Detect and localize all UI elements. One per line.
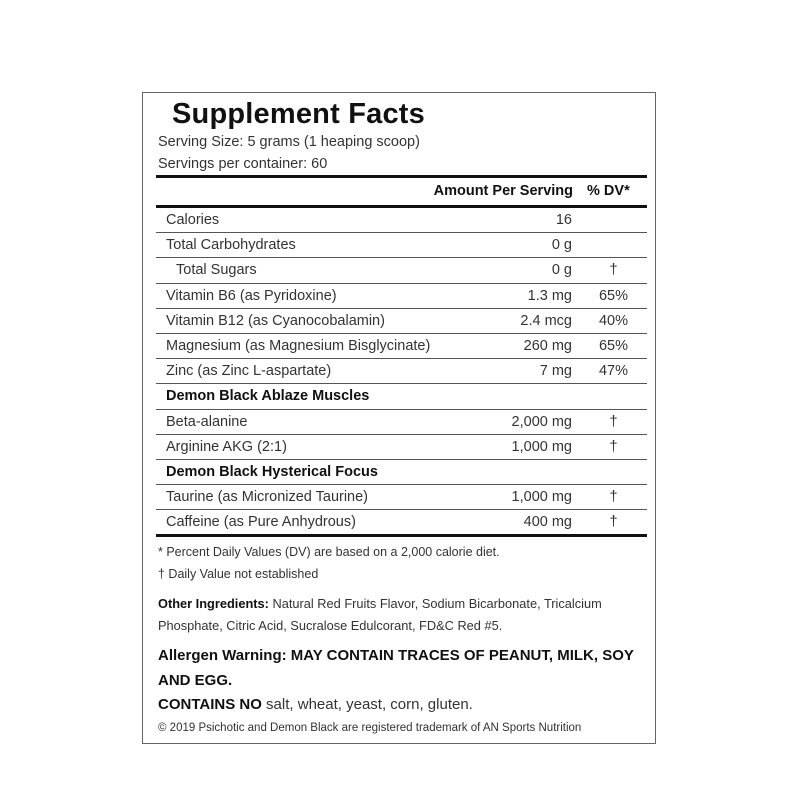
section-header-row: Demon Black Ablaze Muscles (156, 383, 647, 408)
row-dv: 65% (598, 337, 629, 354)
row-name: Total Carbohydrates (166, 237, 296, 254)
row-amount: 1,000 mg (511, 489, 572, 506)
allergen-label: Allergen Warning: (158, 647, 287, 665)
row-name: Arginine AKG (2:1) (166, 438, 287, 455)
facts-table: Calories 16 Total Carbohydrates 0 g Total Su… (156, 205, 647, 538)
row-dv (572, 233, 647, 257)
serving-size: Serving Size: 5 grams (1 heaping scoop) (158, 134, 420, 150)
table-row: Total Carbohydrates 0 g (156, 232, 647, 257)
table-row: Calories 16 (156, 205, 647, 232)
row-amount: 1,000 mg (511, 438, 572, 455)
other-ingredients-text: Natural Red Fruits Flavor, Sodium Bicarb… (158, 596, 602, 634)
contains-no-label: CONTAINS NO (158, 696, 262, 714)
row-name: Demon Black Ablaze Muscles (166, 388, 370, 405)
row-amount: 7 mg (539, 363, 572, 380)
copyright: © 2019 Psichotic and Demon Black are reg… (158, 722, 582, 735)
table-header: Amount Per Serving % DV* (156, 178, 647, 205)
divider (156, 175, 647, 178)
dv-footnote: * Percent Daily Values (DV) are based on… (158, 545, 500, 560)
row-amount: 2,000 mg (511, 413, 572, 430)
table-row: Beta-alanine 2,000 mg † (156, 408, 647, 434)
row-name: Taurine (as Micronized Taurine) (166, 489, 369, 506)
row-amount: 16 (555, 212, 572, 228)
row-dv (572, 384, 647, 408)
row-name: Magnesium (as Magnesium Bisglycinate) (166, 337, 431, 354)
amount-header: Amount Per Serving (433, 183, 573, 199)
table-row: Vitamin B6 (as Pyridoxine) 1.3 mg 65% (156, 282, 647, 308)
row-amount: 400 mg (523, 514, 572, 531)
row-name: Vitamin B6 (as Pyridoxine) (166, 287, 337, 304)
row-name: Calories (166, 212, 220, 228)
row-amount: 260 mg (523, 337, 572, 354)
row-name: Beta-alanine (166, 413, 248, 430)
table-row: Zinc (as Zinc L-aspartate) 7 mg 47% (156, 358, 647, 383)
section-header-row: Demon Black Hysterical Focus (156, 458, 647, 484)
row-amount: 0 g (551, 262, 572, 279)
row-name: Caffeine (as Pure Anhydrous) (166, 514, 356, 531)
row-dv (572, 208, 647, 232)
other-ingredients-label: Other Ingredients: (158, 596, 269, 612)
row-name: Zinc (as Zinc L-aspartate) (166, 363, 332, 380)
row-dv: † (609, 489, 618, 506)
row-amount (452, 460, 572, 484)
contains-no-text: salt, wheat, yeast, corn, gluten. (261, 696, 473, 714)
table-row: Arginine AKG (2:1) 1,000 mg † (156, 433, 647, 459)
other-ingredients: Other Ingredients: Natural Red Fruits Fl… (158, 593, 647, 637)
row-dv: † (609, 262, 618, 279)
servings-per-container: Servings per container: 60 (158, 156, 328, 172)
row-dv: † (609, 413, 618, 430)
row-name: Vitamin B12 (as Cyanocobalamin) (166, 312, 385, 329)
row-dv (572, 460, 647, 484)
dv-header: % DV* (587, 183, 630, 199)
row-dv: † (609, 514, 618, 531)
allergen-text: MAY CONTAIN TRACES OF PEANUT, MILK, SOY … (158, 647, 634, 690)
row-dv: 40% (598, 312, 629, 329)
row-amount: 0 g (551, 237, 572, 254)
table-row: Vitamin B12 (as Cyanocobalamin) 2.4 mcg 40… (156, 307, 647, 333)
dagger-footnote: † Daily Value not established (158, 567, 319, 582)
supplement-facts-label: Supplement Facts Serving Size: 5 grams (… (142, 92, 656, 744)
row-name: Total Sugars (176, 262, 257, 279)
row-dv: 47% (598, 363, 629, 380)
label-title: Supplement Facts (172, 98, 425, 130)
table-row: Magnesium (as Magnesium Bisglycinate) 260… (156, 332, 647, 358)
row-dv: † (609, 438, 618, 455)
table-row: Total Sugars 0 g † (156, 257, 647, 282)
row-amount: 1.3 mg (527, 287, 572, 304)
allergen-warning: Allergen Warning: MAY CONTAIN TRACES OF … (158, 643, 647, 693)
row-name: Demon Black Hysterical Focus (166, 463, 378, 480)
row-amount: 2.4 mcg (520, 312, 572, 329)
contains-no: CONTAINS NO salt, wheat, yeast, corn, gl… (158, 693, 647, 717)
row-dv: 65% (598, 287, 629, 304)
table-row: Taurine (as Micronized Taurine) 1,000 mg † (156, 484, 647, 509)
row-amount (452, 384, 572, 408)
table-row: Caffeine (as Pure Anhydrous) 400 mg † (156, 509, 647, 538)
